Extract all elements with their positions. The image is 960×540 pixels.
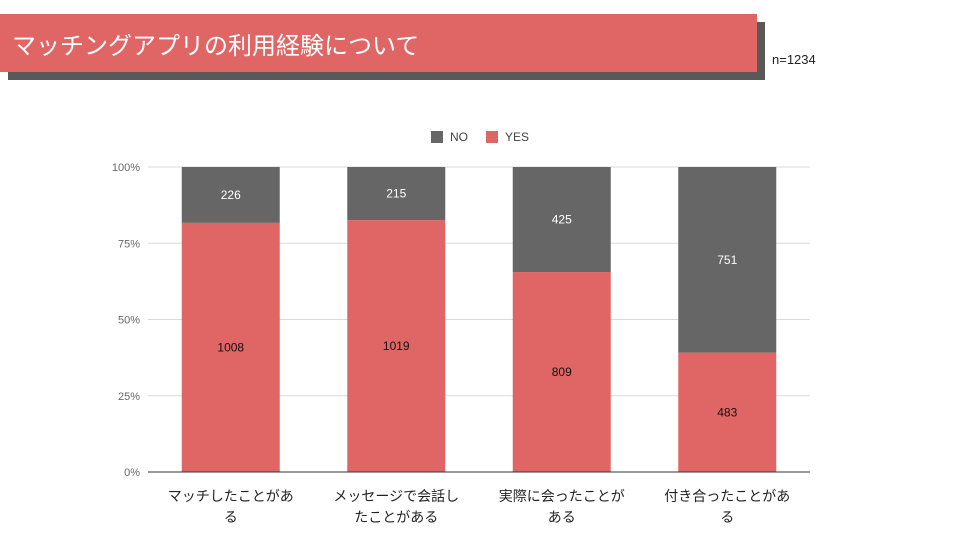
bar-no bbox=[181, 167, 280, 223]
y-tick-label: 75% bbox=[118, 238, 140, 250]
category-label: メッセージで会話し たことがある bbox=[326, 487, 466, 529]
title-bar: マッチングアプリの利用経験について bbox=[0, 14, 757, 72]
legend-swatch-yes bbox=[485, 131, 498, 143]
category-label-line: る bbox=[223, 510, 238, 526]
sample-size-note: n=1234 bbox=[772, 52, 816, 67]
bar-yes bbox=[512, 272, 611, 472]
data-label-yes: 1008 bbox=[217, 340, 244, 354]
category-label-line: マッチしたことがあ bbox=[167, 489, 294, 505]
y-tick-label: 0% bbox=[124, 467, 140, 479]
legend-item-yes: YES bbox=[485, 130, 529, 144]
data-label-yes: 809 bbox=[552, 365, 572, 379]
category-label: 付き合ったことがある bbox=[657, 487, 797, 529]
page-title: マッチングアプリの利用経験について bbox=[12, 31, 420, 60]
bar-no bbox=[512, 167, 611, 273]
category-label-line: る bbox=[720, 510, 735, 526]
category-label: 実際に会ったことが ある bbox=[492, 487, 632, 529]
data-label-no: 226 bbox=[221, 188, 241, 202]
data-label-yes: 1019 bbox=[383, 339, 410, 353]
category-label-line: たことがある bbox=[354, 510, 439, 526]
data-label-yes: 483 bbox=[717, 405, 737, 419]
legend-label-no: NO bbox=[449, 130, 468, 144]
bar-yes bbox=[347, 220, 446, 472]
y-tick-label: 25% bbox=[118, 391, 140, 403]
bar-no bbox=[678, 167, 777, 353]
legend-item-no: NO bbox=[430, 130, 468, 144]
data-label-no: 425 bbox=[552, 213, 572, 227]
bar-yes bbox=[678, 352, 777, 472]
y-tick-label: 100% bbox=[112, 162, 140, 174]
category-label-line: 付き合ったことがあ bbox=[664, 489, 791, 505]
chart-legend: NO YES bbox=[0, 130, 960, 144]
category-label: マッチしたことがある bbox=[161, 487, 301, 529]
data-label-no: 215 bbox=[386, 187, 406, 201]
bar-no bbox=[347, 167, 446, 221]
data-label-no: 751 bbox=[717, 253, 737, 267]
category-label-line: ある bbox=[547, 510, 576, 526]
legend-swatch-no bbox=[430, 131, 443, 143]
legend-label-yes: YES bbox=[504, 130, 529, 144]
y-tick-label: 50% bbox=[118, 315, 140, 327]
category-label-line: 実際に会ったことが bbox=[498, 489, 625, 505]
bar-yes bbox=[181, 222, 280, 472]
category-label-line: メッセージで会話し bbox=[333, 489, 460, 505]
